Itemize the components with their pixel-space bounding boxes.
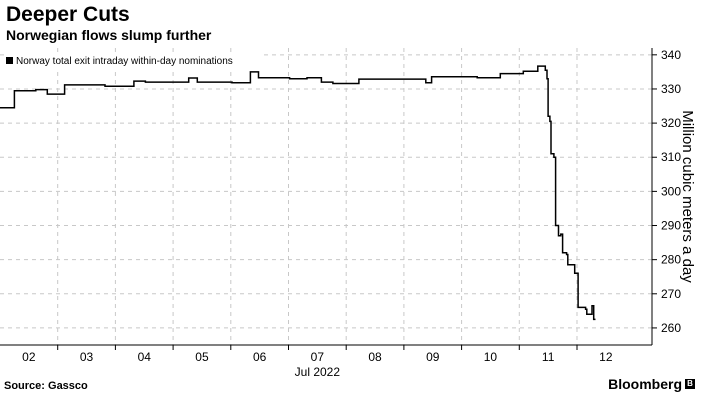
legend-label: Norway total exit intraday within-day no… xyxy=(16,56,233,67)
y-axis-label: Million cubic meters a day xyxy=(679,110,696,283)
y-tick-label: 300 xyxy=(661,184,681,198)
chart-subtitle: Norwegian flows slump further xyxy=(6,27,212,43)
x-tick-label: 12 xyxy=(599,350,613,364)
x-tick-label: 10 xyxy=(484,350,498,364)
x-tick-label: 08 xyxy=(368,350,382,364)
x-tick-label: 06 xyxy=(253,350,267,364)
legend-swatch xyxy=(6,57,13,64)
y-tick-label: 320 xyxy=(661,116,681,130)
legend-layer: Norway total exit intraday within-day no… xyxy=(4,53,262,68)
series-line xyxy=(0,65,596,321)
y-tick-label: 260 xyxy=(661,321,681,335)
series-layer xyxy=(0,65,596,321)
x-tick-label: 07 xyxy=(311,350,325,364)
brand-logo: Bloomberg B xyxy=(608,376,695,392)
source-note: Source: Gassco xyxy=(4,380,88,392)
y-tick-label: 310 xyxy=(661,150,681,164)
axis-layer: 260 270 280 290 300 310 320 330 340 02 03 04 05 06 07 0… xyxy=(0,48,696,379)
x-tick-label: 11 xyxy=(542,350,555,364)
y-tick-label: 290 xyxy=(661,219,681,233)
y-tick-label: 270 xyxy=(661,287,681,301)
y-tick-label: 330 xyxy=(661,82,681,96)
x-axis-month-label: Jul 2022 xyxy=(295,365,341,379)
y-tick-label: 340 xyxy=(661,48,681,62)
chart-title: Deeper Cuts xyxy=(6,3,130,26)
x-tick-label: 09 xyxy=(426,350,440,364)
grid-layer xyxy=(0,48,652,345)
x-tick-label: 04 xyxy=(138,350,152,364)
y-tick-label: 280 xyxy=(661,253,681,267)
x-tick-label: 03 xyxy=(80,350,94,364)
legend-background xyxy=(4,53,262,68)
x-tick-label: 02 xyxy=(22,350,36,364)
brand-mark-icon: B xyxy=(685,379,695,389)
x-tick-label: 05 xyxy=(195,350,209,364)
brand-name: Bloomberg xyxy=(608,376,682,392)
